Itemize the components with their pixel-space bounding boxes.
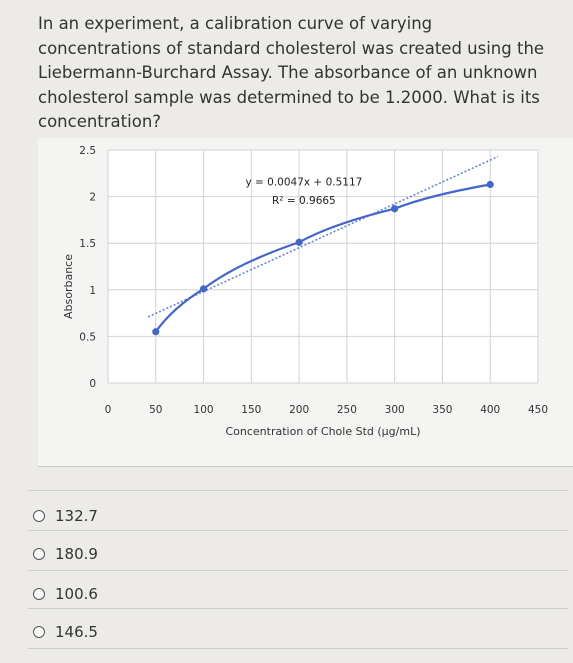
option-4[interactable]: 146.5 xyxy=(33,620,98,644)
data-point xyxy=(295,238,303,246)
data-point xyxy=(391,205,399,213)
option-3[interactable]: 100.6 xyxy=(33,582,98,606)
data-point xyxy=(199,285,208,293)
y-tick-label: 2 xyxy=(89,192,96,204)
y-tick-label: 1.5 xyxy=(79,238,96,250)
option-1[interactable]: 132.7 xyxy=(33,504,98,528)
option-divider xyxy=(28,608,568,609)
x-tick-label: 300 xyxy=(385,404,405,416)
option-label: 180.9 xyxy=(55,545,98,563)
option-divider xyxy=(28,490,568,491)
x-tick-label: 100 xyxy=(194,404,214,416)
option-divider xyxy=(28,648,568,649)
y-tick-label: 0 xyxy=(89,378,96,390)
x-tick-label: 150 xyxy=(241,404,261,416)
x-tick-label: 200 xyxy=(289,404,309,416)
x-tick-label: 350 xyxy=(432,404,452,416)
data-point xyxy=(486,180,494,189)
y-tick-label: 2.5 xyxy=(79,145,96,157)
radio-button-icon[interactable] xyxy=(33,510,45,522)
y-axis-label: Absorbance xyxy=(62,254,75,319)
x-tick-label: 450 xyxy=(528,404,548,416)
option-2[interactable]: 180.9 xyxy=(33,542,98,566)
trendline-equation: y = 0.0047x + 0.5117 xyxy=(245,176,362,188)
option-divider xyxy=(28,530,568,531)
y-tick-label: 1 xyxy=(89,285,96,297)
x-tick-label: 400 xyxy=(480,404,500,416)
radio-button-icon[interactable] xyxy=(33,548,45,560)
option-divider xyxy=(28,570,568,571)
option-label: 146.5 xyxy=(55,623,98,641)
option-label: 100.6 xyxy=(55,585,98,603)
x-tick-label: 50 xyxy=(149,404,162,416)
y-tick-label: 0.5 xyxy=(79,331,96,343)
data-point xyxy=(152,328,160,336)
trendline-r-squared: R² = 0.9665 xyxy=(272,195,336,207)
chart-svg: 0 50 100 150 200 250 300 350 400 450 0 0.5 1 1.5 2 2.5 C… xyxy=(62,145,548,438)
option-label: 132.7 xyxy=(55,507,98,525)
question-text: In an experiment, a calibration curve of… xyxy=(38,14,545,131)
radio-button-icon[interactable] xyxy=(33,626,45,638)
x-tick-label: 0 xyxy=(105,404,112,416)
calibration-chart: 0 50 100 150 200 250 300 350 400 450 0 0.5 1 1.5 2 2.5 C… xyxy=(38,138,573,467)
x-axis-label: Concentration of Chole Std (µg/mL) xyxy=(225,425,420,438)
radio-button-icon[interactable] xyxy=(33,588,45,600)
x-tick-label: 250 xyxy=(337,404,357,416)
